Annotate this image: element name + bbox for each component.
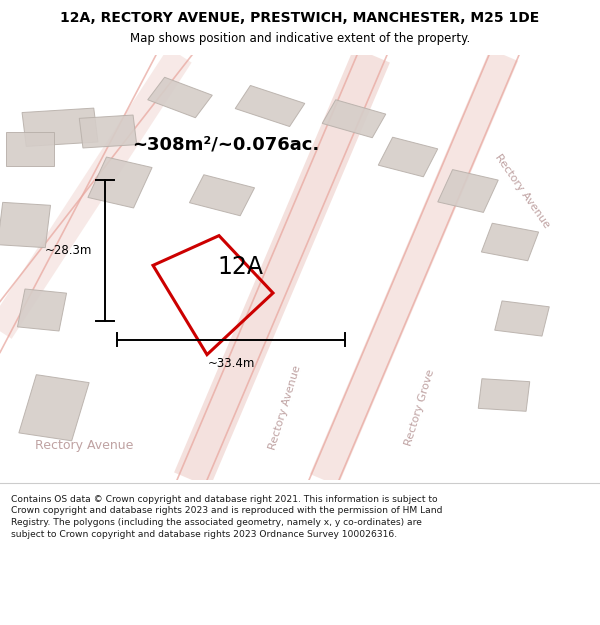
Bar (478, 379, 530, 411)
Bar (19, 374, 89, 441)
Text: ~28.3m: ~28.3m (44, 244, 92, 257)
Bar (190, 175, 254, 216)
Bar (22, 108, 98, 146)
Text: Contains OS data © Crown copyright and database right 2021. This information is : Contains OS data © Crown copyright and d… (11, 494, 442, 539)
Text: 12A, RECTORY AVENUE, PRESTWICH, MANCHESTER, M25 1DE: 12A, RECTORY AVENUE, PRESTWICH, MANCHEST… (61, 11, 539, 25)
Text: ~33.4m: ~33.4m (208, 357, 254, 369)
Bar (148, 78, 212, 118)
Bar (0, 202, 50, 248)
Text: Rectory Grove: Rectory Grove (404, 368, 436, 447)
Bar (88, 157, 152, 208)
Bar (79, 115, 137, 148)
Bar (378, 138, 438, 177)
Bar (235, 86, 305, 126)
Text: Rectory Avenue: Rectory Avenue (268, 364, 302, 451)
Bar (481, 223, 539, 261)
Bar (6, 131, 54, 166)
Text: 12A: 12A (217, 256, 263, 279)
Bar (438, 169, 498, 212)
Text: Rectory Avenue: Rectory Avenue (35, 439, 133, 452)
Bar (17, 289, 67, 331)
Bar (495, 301, 549, 336)
Text: Map shows position and indicative extent of the property.: Map shows position and indicative extent… (130, 32, 470, 45)
Text: ~308m²/~0.076ac.: ~308m²/~0.076ac. (132, 135, 319, 153)
Text: Rectory Avenue: Rectory Avenue (493, 152, 551, 230)
Bar (322, 100, 386, 138)
